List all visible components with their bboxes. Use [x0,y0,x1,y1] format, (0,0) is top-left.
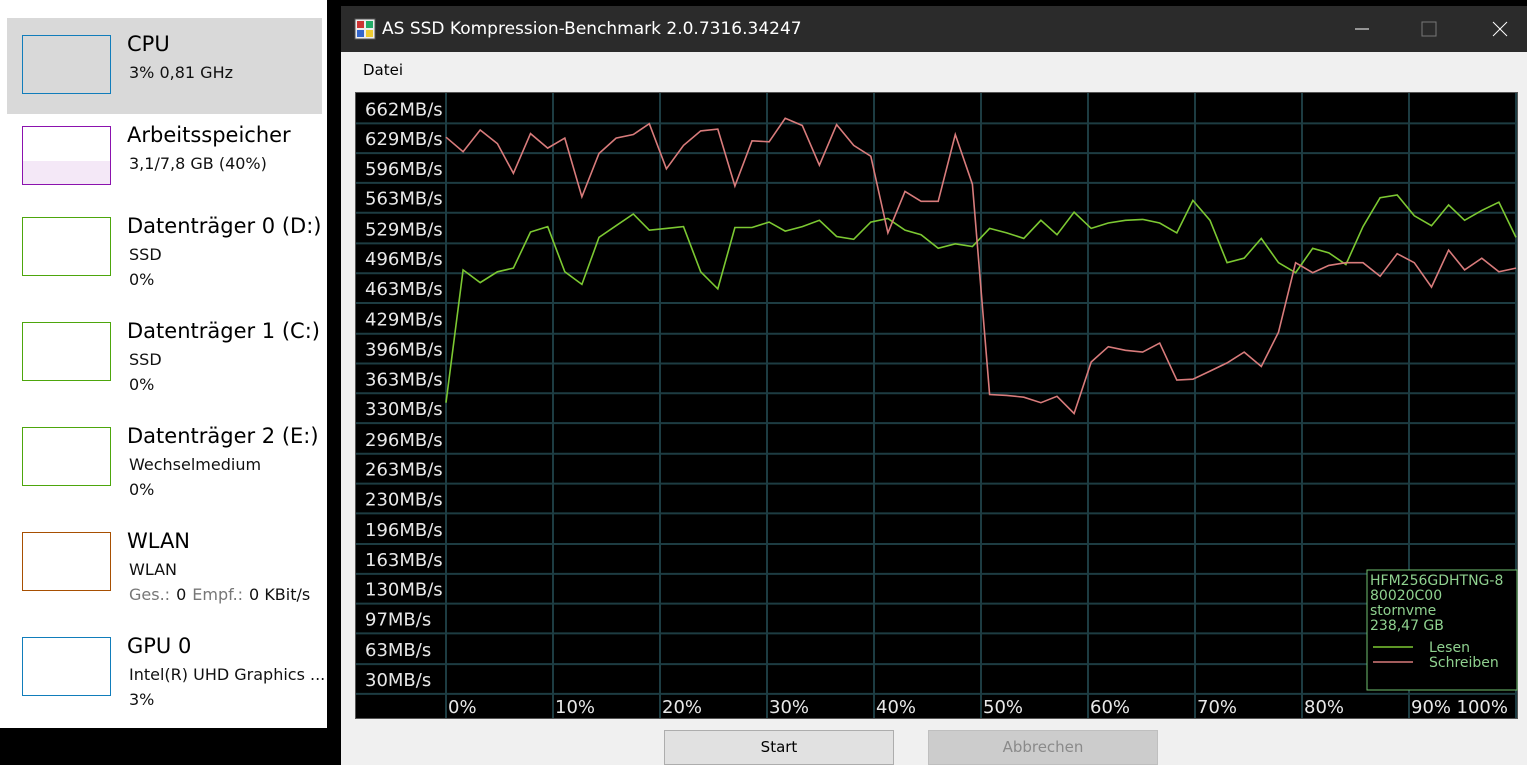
menu-item[interactable]: Datei [363,61,404,79]
sidebar-item[interactable]: GPU 0 Intel(R) UHD Graphics ... 3% [7,620,326,716]
detail-part: 0 [176,585,187,604]
item-detail: WLAN [129,560,178,579]
start-button[interactable]: Start [664,730,894,765]
item-detail: 0% [129,480,155,499]
sidebar-item[interactable]: Arbeitsspeicher 3,1/7,8 GB (40%) [7,109,322,205]
y-tick-label: 163MB/s [365,550,443,571]
y-tick-label: 596MB/s [365,159,443,180]
y-tick-label: 196MB/s [365,520,443,541]
y-tick-label: 363MB/s [365,369,443,390]
item-detail: 3% [129,690,155,709]
thumbnail-graph [22,126,111,185]
sidebar-item[interactable]: Datenträger 1 (C:) SSD 0% [7,305,322,401]
app-icon [354,18,376,40]
y-tick-label: 230MB/s [365,489,443,510]
y-tick-label: 30MB/s [365,670,431,691]
detail-part: 0 KBit/s [249,585,311,604]
sidebar-item[interactable]: WLAN WLAN Ges.: 0 Empf.: 0 KBit/s [7,515,322,611]
item-detail: 3,1/7,8 GB (40%) [129,154,267,173]
item-title: CPU [127,32,170,56]
title-bar: AS SSD Kompression-Benchmark 2.0.7316.34… [341,6,1527,52]
item-detail: Wechselmedium [129,455,262,474]
cancel-button: Abbrechen [928,730,1158,765]
sidebar-item[interactable]: CPU 3% 0,81 GHz [7,18,322,114]
x-tick-label: 80% [1304,697,1344,718]
x-tick-label: 10% [555,697,595,718]
legend-label: Schreiben [1429,655,1499,671]
x-tick-label: 70% [1197,697,1237,718]
device-info: 238,47 GB [1370,618,1444,634]
item-title: Datenträger 2 (E:) [127,424,319,448]
detail-part: Ges.: [129,585,171,604]
device-info: HFM256GDHTNG-8 [1370,573,1503,589]
y-tick-label: 63MB/s [365,640,431,661]
y-tick-label: 429MB/s [365,310,443,331]
x-tick-label: 0% [448,697,477,718]
item-title: GPU 0 [127,634,192,658]
data-line [445,117,1517,415]
item-title: Arbeitsspeicher [127,123,291,147]
x-tick-label: 100% [1457,697,1508,718]
thumbnail-graph [22,532,111,591]
item-detail: Intel(R) UHD Graphics ... [129,665,326,684]
y-tick-label: 496MB/s [365,249,443,270]
window-controls[interactable] [1347,6,1527,52]
detail-part: Empf.: [192,585,244,604]
item-detail: Ges.: 0 Empf.: 0 KBit/s [129,585,316,604]
device-info: 80020C00 [1370,588,1442,604]
y-tick-label: 330MB/s [365,399,443,420]
item-detail: SSD [129,350,162,369]
x-tick-label: 60% [1090,697,1130,718]
x-tick-label: 30% [769,697,809,718]
item-title: WLAN [127,529,191,553]
item-detail: 0% [129,375,155,394]
y-tick-label: 396MB/s [365,339,443,360]
x-tick-label: 40% [876,697,916,718]
sidebar-item[interactable]: Datenträger 0 (D:) SSD 0% [7,200,322,296]
task-manager-sidebar: CPU 3% 0,81 GHz Arbeitsspeicher 3,1/7,8 GB … [0,0,327,728]
y-tick-label: 130MB/s [365,580,443,601]
y-tick-label: 662MB/s [365,99,443,120]
y-tick-label: 463MB/s [365,279,443,300]
legend-label: Lesen [1429,640,1470,656]
thumbnail-graph [22,217,111,276]
window-title: AS SSD Kompression-Benchmark 2.0.7316.34… [382,19,802,39]
plot-background [355,92,1518,719]
thumbnail-graph [22,427,111,486]
y-tick-label: 296MB/s [365,430,443,451]
thumbnail-graph [22,35,111,94]
device-info: stornvme [1370,603,1436,619]
legend-box [1366,569,1518,691]
thumbnail-graph [22,322,111,381]
y-tick-label: 97MB/s [365,609,431,630]
item-detail: SSD [129,245,162,264]
y-tick-label: 629MB/s [365,129,443,150]
x-tick-label: 90% [1411,697,1451,718]
item-title: Datenträger 0 (D:) [127,214,322,238]
y-tick-label: 563MB/s [365,189,443,210]
y-tick-label: 263MB/s [365,460,443,481]
x-tick-label: 50% [983,697,1023,718]
sidebar-item[interactable]: Datenträger 2 (E:) Wechselmedium 0% [7,410,322,506]
x-tick-label: 20% [662,697,702,718]
chart: 662MB/s 629MB/s 596MB/s 563MB/s 529MB/s 496MB… [355,92,1518,719]
item-detail: 0% [129,270,155,289]
item-title: Datenträger 1 (C:) [127,319,320,343]
thumbnail-graph [22,637,111,696]
item-detail: 3% 0,81 GHz [129,63,234,82]
data-line [445,194,1517,403]
y-tick-label: 529MB/s [365,219,443,240]
